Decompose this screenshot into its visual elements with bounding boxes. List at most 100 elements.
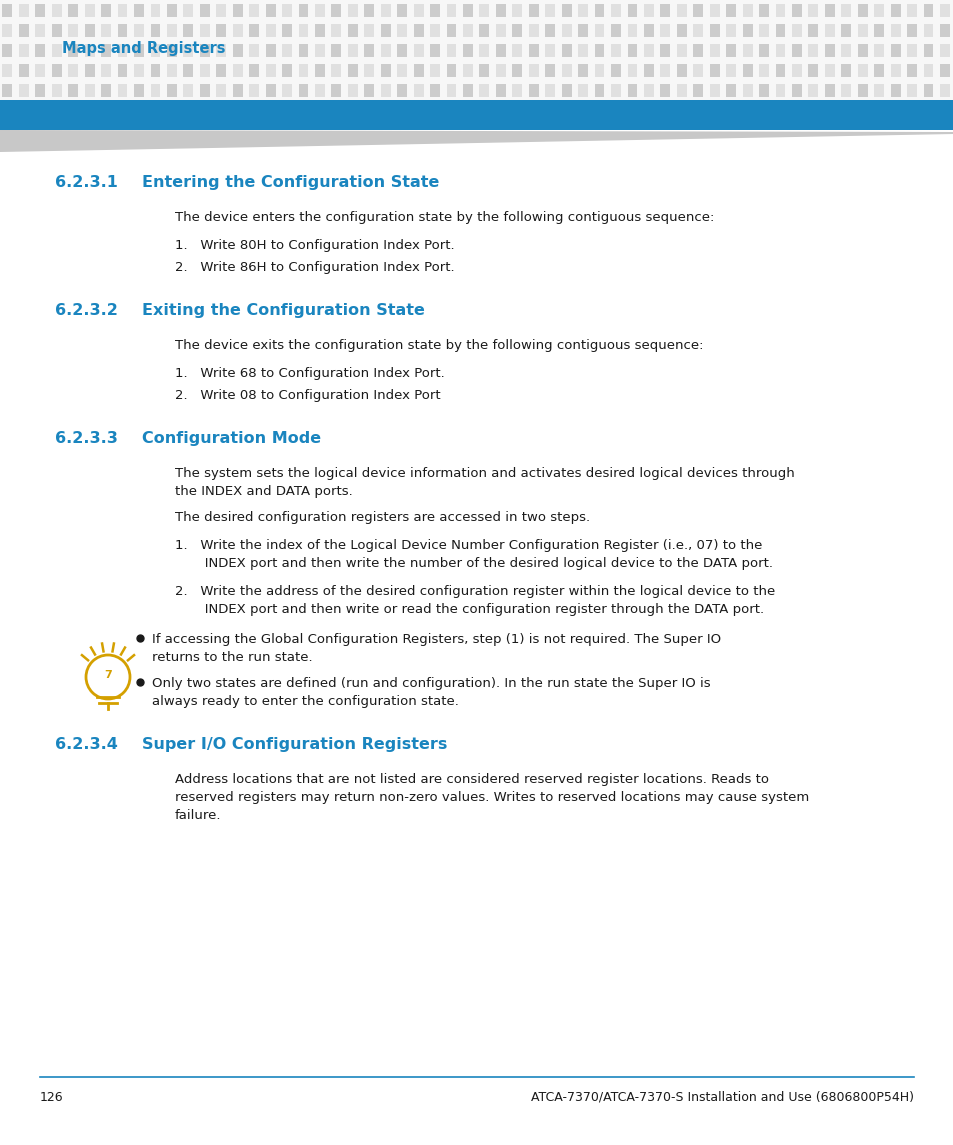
- Polygon shape: [0, 131, 953, 152]
- Bar: [528, 84, 538, 97]
- Bar: [906, 24, 916, 37]
- Bar: [594, 64, 604, 77]
- Bar: [841, 24, 850, 37]
- Bar: [380, 84, 390, 97]
- Bar: [561, 84, 571, 97]
- Bar: [216, 44, 226, 57]
- Bar: [314, 3, 325, 17]
- Bar: [0, 0, 953, 100]
- Bar: [479, 3, 489, 17]
- Bar: [939, 44, 949, 57]
- Bar: [19, 44, 29, 57]
- Bar: [348, 24, 357, 37]
- Bar: [594, 84, 604, 97]
- Bar: [348, 44, 357, 57]
- Bar: [414, 84, 423, 97]
- Bar: [151, 24, 160, 37]
- Bar: [430, 44, 439, 57]
- Bar: [380, 3, 390, 17]
- Bar: [824, 3, 834, 17]
- Bar: [348, 64, 357, 77]
- Bar: [594, 3, 604, 17]
- Bar: [233, 64, 242, 77]
- Text: 6.2.3.2: 6.2.3.2: [55, 303, 118, 318]
- Bar: [561, 3, 571, 17]
- Bar: [69, 44, 78, 57]
- Bar: [314, 84, 325, 97]
- Bar: [199, 3, 210, 17]
- Bar: [807, 84, 818, 97]
- Bar: [462, 84, 473, 97]
- Bar: [545, 24, 555, 37]
- Bar: [528, 3, 538, 17]
- Bar: [890, 3, 900, 17]
- Bar: [791, 3, 801, 17]
- Bar: [134, 24, 144, 37]
- Text: 6.2.3.1: 6.2.3.1: [55, 175, 118, 190]
- Bar: [545, 44, 555, 57]
- Bar: [69, 24, 78, 37]
- Bar: [117, 24, 128, 37]
- Bar: [807, 64, 818, 77]
- Bar: [693, 64, 702, 77]
- Bar: [298, 64, 308, 77]
- Bar: [199, 64, 210, 77]
- Bar: [512, 64, 521, 77]
- Bar: [446, 3, 456, 17]
- Bar: [659, 84, 670, 97]
- Bar: [857, 64, 866, 77]
- Bar: [611, 24, 620, 37]
- Bar: [69, 64, 78, 77]
- Bar: [3, 24, 12, 37]
- Bar: [791, 44, 801, 57]
- Bar: [19, 24, 29, 37]
- Bar: [151, 64, 160, 77]
- Text: Address locations that are not listed are considered reserved register locations: Address locations that are not listed ar…: [174, 773, 808, 822]
- Bar: [101, 64, 111, 77]
- Bar: [709, 24, 719, 37]
- Bar: [396, 3, 407, 17]
- Bar: [659, 3, 670, 17]
- Bar: [199, 24, 210, 37]
- Bar: [841, 44, 850, 57]
- Bar: [101, 24, 111, 37]
- Bar: [479, 44, 489, 57]
- Bar: [479, 24, 489, 37]
- Bar: [578, 24, 587, 37]
- Bar: [741, 64, 752, 77]
- Bar: [282, 44, 292, 57]
- Bar: [594, 44, 604, 57]
- Bar: [85, 64, 94, 77]
- Bar: [233, 3, 242, 17]
- Bar: [841, 84, 850, 97]
- Bar: [676, 44, 686, 57]
- Bar: [759, 3, 768, 17]
- Bar: [659, 24, 670, 37]
- Bar: [561, 44, 571, 57]
- Bar: [741, 24, 752, 37]
- Bar: [282, 64, 292, 77]
- Bar: [857, 84, 866, 97]
- Bar: [199, 44, 210, 57]
- Bar: [512, 24, 521, 37]
- Bar: [396, 84, 407, 97]
- Bar: [643, 3, 653, 17]
- Bar: [364, 44, 374, 57]
- Text: The system sets the logical device information and activates desired logical dev: The system sets the logical device infor…: [174, 467, 794, 498]
- Bar: [939, 64, 949, 77]
- Bar: [824, 84, 834, 97]
- Bar: [19, 3, 29, 17]
- Bar: [676, 84, 686, 97]
- Text: 6.2.3.4: 6.2.3.4: [55, 737, 118, 752]
- Bar: [528, 44, 538, 57]
- Bar: [824, 24, 834, 37]
- Bar: [939, 84, 949, 97]
- Bar: [479, 64, 489, 77]
- Bar: [396, 24, 407, 37]
- Bar: [134, 64, 144, 77]
- Bar: [693, 44, 702, 57]
- Bar: [167, 24, 176, 37]
- Bar: [791, 64, 801, 77]
- Bar: [3, 64, 12, 77]
- Bar: [807, 3, 818, 17]
